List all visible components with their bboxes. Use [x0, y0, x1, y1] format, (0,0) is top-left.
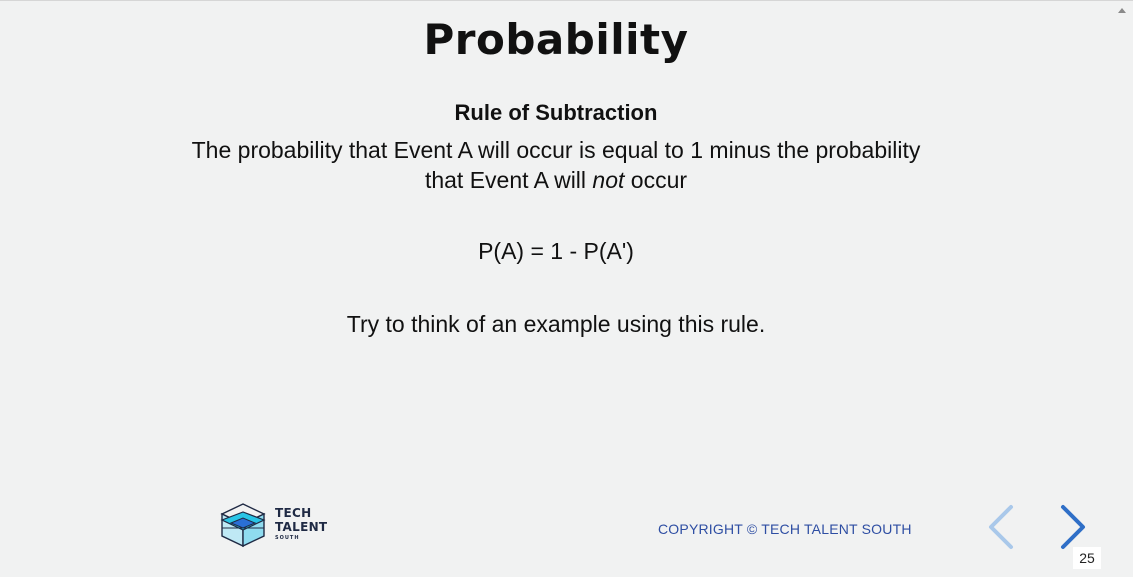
rule-description: The probability that Event A will occur …	[0, 135, 1112, 195]
formula: P(A) = 1 - P(A')	[478, 238, 634, 264]
next-slide-button[interactable]	[1053, 501, 1093, 553]
rule-heading: Rule of Subtraction	[454, 100, 658, 125]
scroll-up-arrow-icon[interactable]	[1118, 8, 1126, 13]
description-line-1: The probability that Event A will occur …	[191, 137, 921, 163]
description-line-2-end: occur	[624, 167, 688, 193]
logo-cube-icon	[220, 503, 266, 548]
tech-talent-south-logo: TECH TALENT SOUTH	[219, 502, 329, 548]
logo-text-tech: TECH	[275, 506, 312, 520]
logo-text-south: SOUTH	[275, 535, 300, 541]
slide-number: 25	[1073, 547, 1101, 569]
logo-text-talent: TALENT	[275, 520, 328, 534]
copyright-notice: COPYRIGHT © TECH TALENT SOUTH	[658, 521, 912, 537]
slide-title: Probability	[423, 15, 689, 64]
chevron-right-icon	[1061, 505, 1085, 549]
vertical-scrollbar[interactable]	[1111, 1, 1133, 577]
chevron-left-icon	[989, 505, 1013, 549]
logo-wordmark: TECH TALENT SOUTH	[275, 506, 327, 542]
description-line-2-start: that Event A will	[424, 167, 593, 193]
description-emphasis: not	[592, 167, 625, 193]
previous-slide-button[interactable]	[983, 501, 1023, 553]
example-prompt: Try to think of an example using this ru…	[346, 311, 766, 337]
